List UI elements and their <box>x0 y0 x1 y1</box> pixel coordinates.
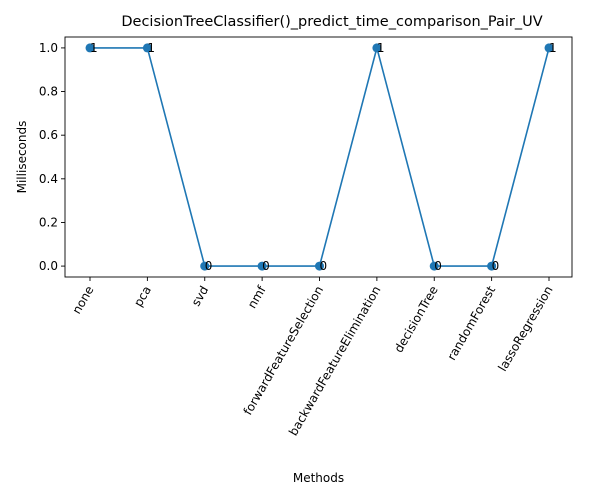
data-label: 0 <box>205 259 213 273</box>
y-tick-label: 0.0 <box>39 259 58 273</box>
data-label: 1 <box>90 41 98 55</box>
data-label: 1 <box>377 41 385 55</box>
x-axis-label: Methods <box>293 471 344 485</box>
data-point <box>200 261 210 271</box>
data-label: 0 <box>492 259 500 273</box>
x-tick-label: none <box>70 284 97 317</box>
data-point <box>372 43 382 53</box>
series-group: 1 1 0 0 0 1 0 0 1 <box>85 41 557 273</box>
data-point <box>487 261 497 271</box>
x-tick-label: lassoRegression <box>495 284 555 374</box>
y-tick-label: 1.0 <box>39 41 58 55</box>
chart-title: DecisionTreeClassifier()_predict_time_co… <box>121 14 542 30</box>
data-point <box>544 43 554 53</box>
plot-area: 0.00.20.40.60.81.0 none pca svd nmfforwardF… <box>39 36 573 438</box>
y-tick-label: 0.4 <box>39 172 58 186</box>
x-tick-label: svd <box>189 284 212 309</box>
data-label: 0 <box>262 259 270 273</box>
y-axis: 0.0 0.2 0.4 0.6 0.8 1.0 <box>39 41 65 273</box>
data-label: 1 <box>147 41 155 55</box>
x-tick-label: nmf <box>245 283 269 311</box>
data-label: 0 <box>434 259 442 273</box>
x-tick-label: randomForest <box>444 283 498 362</box>
plot-frame <box>64 36 573 278</box>
y-tick-label: 0.8 <box>39 85 58 99</box>
x-tick-label: decisionTree <box>391 284 440 355</box>
x-axis: none pca svd nmfforwardFeatureSelectionback… <box>70 277 556 438</box>
y-tick-label: 0.2 <box>39 215 58 229</box>
data-point <box>142 43 152 53</box>
data-point <box>315 261 324 271</box>
data-point <box>257 261 267 271</box>
data-label: 0 <box>320 259 328 273</box>
y-axis-label: Milliseconds <box>15 121 29 194</box>
data-label: 1 <box>549 41 557 55</box>
y-tick-label: 0.6 <box>39 128 58 142</box>
x-tick-label: pca <box>131 284 154 310</box>
data-point <box>85 43 95 53</box>
series-line <box>90 44 550 267</box>
data-point <box>429 261 439 271</box>
